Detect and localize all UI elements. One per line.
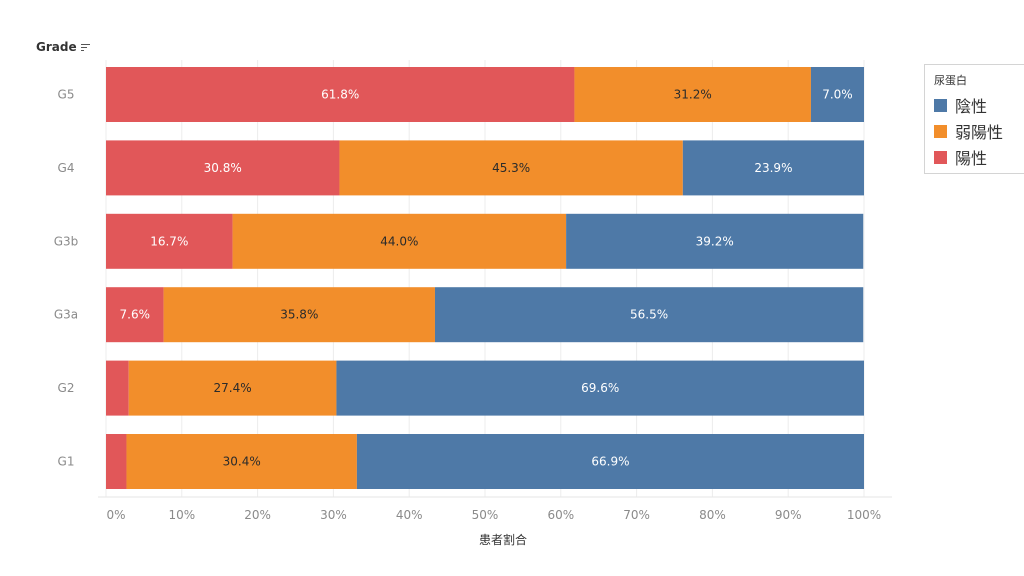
x-tick-label: 60% bbox=[547, 508, 574, 522]
bar-value-label: 61.8% bbox=[321, 88, 359, 102]
sort-icon[interactable] bbox=[80, 44, 90, 52]
bar-value-label: 30.4% bbox=[223, 455, 261, 469]
bar-segment[interactable] bbox=[336, 360, 864, 416]
x-tick-label: 80% bbox=[699, 508, 726, 522]
bar-value-label: 31.2% bbox=[674, 88, 712, 102]
bar-segment[interactable] bbox=[106, 434, 127, 489]
x-tick-label: 20% bbox=[244, 508, 271, 522]
legend-item-label: 陰性 bbox=[955, 97, 988, 116]
bar-segment[interactable] bbox=[163, 287, 435, 343]
x-tick-label: 30% bbox=[320, 508, 347, 522]
legend-swatch bbox=[934, 98, 947, 112]
bar-value-label: 39.2% bbox=[696, 234, 734, 248]
legend-item-negative[interactable]: 陰性 bbox=[925, 92, 1024, 118]
bar-value-label: 7.6% bbox=[120, 308, 151, 322]
bar-segment[interactable] bbox=[232, 213, 567, 269]
legend-item-positive[interactable]: 陽性 bbox=[925, 144, 1024, 170]
bar-segment[interactable] bbox=[126, 434, 357, 489]
legend-swatch bbox=[934, 124, 947, 138]
legend-item-weak-positive[interactable]: 弱陽性 bbox=[925, 118, 1024, 144]
bar-segment[interactable] bbox=[566, 213, 864, 269]
bar-value-label: 35.8% bbox=[280, 308, 318, 322]
bar-value-label: 7.0% bbox=[822, 88, 853, 102]
legend-item-label: 陽性 bbox=[955, 149, 988, 168]
bar-value-label: 27.4% bbox=[214, 381, 252, 395]
bar-value-label: 56.5% bbox=[630, 308, 668, 322]
bar-segment[interactable] bbox=[106, 213, 233, 269]
y-tick-label: G1 bbox=[58, 455, 75, 469]
bar-value-label: 23.9% bbox=[754, 161, 792, 175]
legend-title: 尿蛋白 bbox=[934, 74, 967, 87]
bar-segment[interactable] bbox=[339, 140, 683, 196]
bar-value-label: 30.8% bbox=[204, 161, 242, 175]
bar-segment[interactable] bbox=[106, 287, 164, 343]
y-tick-label: G5 bbox=[58, 88, 75, 102]
x-tick-label: 50% bbox=[472, 508, 499, 522]
legend-swatch bbox=[934, 150, 947, 164]
legend-item-label: 弱陽性 bbox=[955, 123, 1004, 142]
bar-segment[interactable] bbox=[128, 360, 337, 416]
bar-segment[interactable] bbox=[106, 140, 340, 196]
legend: 尿蛋白 陰性 弱陽性 陽性 bbox=[924, 64, 1024, 174]
bar-segment[interactable] bbox=[574, 67, 811, 122]
bar-value-label: 69.6% bbox=[581, 381, 619, 395]
bar-segment[interactable] bbox=[106, 67, 575, 122]
bar-value-label: 16.7% bbox=[150, 234, 188, 248]
gridlines bbox=[105, 60, 865, 497]
y-tick-label: G3b bbox=[54, 234, 79, 248]
bar-segment[interactable] bbox=[106, 360, 129, 416]
x-tick-label: 40% bbox=[396, 508, 423, 522]
bar-value-label: 44.0% bbox=[380, 234, 418, 248]
x-tick-label: 70% bbox=[623, 508, 650, 522]
bar-value-label: 66.9% bbox=[591, 455, 629, 469]
y-tick-label: G3a bbox=[54, 308, 78, 322]
x-tick-label: 0% bbox=[106, 508, 125, 522]
y-axis-labels: G5 G4 G3b G3a G2 G1 bbox=[54, 88, 79, 469]
y-tick-label: G4 bbox=[58, 161, 75, 175]
x-axis-ticks: 0% 10% 20% 30% 40% 50% 60% 70% 80% 90% 100% bbox=[106, 508, 881, 522]
bar-segment[interactable] bbox=[810, 67, 864, 122]
bars: 61.8% 31.2% 7.0% 30.8% 45.3% 23.9% 16.7% 44.0% 3… bbox=[106, 67, 864, 489]
x-tick-label: 10% bbox=[168, 508, 195, 522]
rows-header-label: Grade bbox=[36, 40, 77, 54]
bar-segment[interactable] bbox=[434, 287, 864, 343]
bar-value-label: 45.3% bbox=[492, 161, 530, 175]
bar-segment[interactable] bbox=[356, 434, 864, 489]
y-tick-label: G2 bbox=[58, 381, 75, 395]
rows-header[interactable]: Grade bbox=[36, 40, 90, 54]
x-axis-title: 患者割合 bbox=[479, 532, 527, 547]
bar-segment[interactable] bbox=[682, 140, 864, 196]
x-tick-label: 90% bbox=[775, 508, 802, 522]
x-tick-label: 100% bbox=[847, 508, 881, 522]
